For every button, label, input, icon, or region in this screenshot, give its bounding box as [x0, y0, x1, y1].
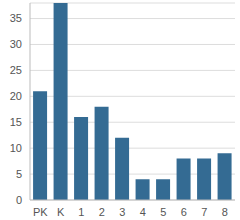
svg-text:5: 5: [16, 168, 22, 180]
svg-text:30: 30: [10, 38, 22, 50]
svg-text:10: 10: [10, 142, 22, 154]
svg-text:3: 3: [119, 206, 125, 218]
svg-text:6: 6: [181, 206, 187, 218]
svg-text:2: 2: [99, 206, 105, 218]
svg-text:35: 35: [10, 12, 22, 24]
svg-text:20: 20: [10, 90, 22, 102]
svg-text:0: 0: [16, 194, 22, 206]
svg-text:4: 4: [140, 206, 146, 218]
svg-text:5: 5: [160, 206, 166, 218]
svg-text:1: 1: [78, 206, 84, 218]
svg-text:8: 8: [222, 206, 228, 218]
svg-text:25: 25: [10, 64, 22, 76]
svg-text:15: 15: [10, 116, 22, 128]
svg-text:7: 7: [201, 206, 207, 218]
svg-text:PK: PK: [33, 206, 48, 218]
svg-text:K: K: [57, 206, 65, 218]
